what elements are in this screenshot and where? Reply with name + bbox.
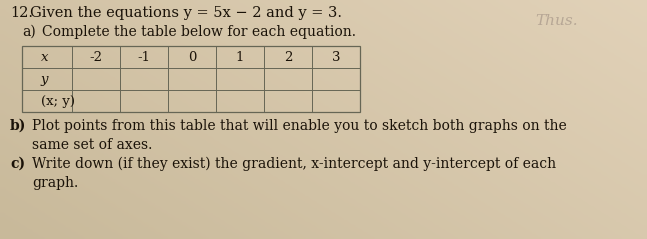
Text: graph.: graph. — [32, 176, 78, 190]
Text: Plot points from this table that will enable you to sketch both graphs on the: Plot points from this table that will en… — [32, 119, 567, 133]
Text: -2: -2 — [89, 50, 102, 64]
Text: Write down (if they exist) the gradient, x-intercept and y-intercept of each: Write down (if they exist) the gradient,… — [32, 157, 556, 171]
Text: Given the equations y = 5x − 2 and y = 3.: Given the equations y = 5x − 2 and y = 3… — [30, 6, 342, 20]
Text: 0: 0 — [188, 50, 196, 64]
Text: Complete the table below for each equation.: Complete the table below for each equati… — [42, 25, 356, 39]
Text: b): b) — [10, 119, 27, 133]
Text: x: x — [41, 50, 49, 64]
Text: same set of axes.: same set of axes. — [32, 138, 153, 152]
Text: 3: 3 — [332, 50, 340, 64]
Text: -1: -1 — [138, 50, 151, 64]
Text: a): a) — [22, 25, 36, 39]
Bar — [22, 46, 360, 112]
Text: c): c) — [10, 157, 25, 171]
Text: 12.: 12. — [10, 6, 33, 20]
Text: 2: 2 — [284, 50, 292, 64]
Text: 1: 1 — [236, 50, 244, 64]
Text: Thus.: Thus. — [535, 14, 578, 28]
Text: (x; y): (x; y) — [41, 94, 75, 108]
Text: y: y — [41, 72, 49, 86]
